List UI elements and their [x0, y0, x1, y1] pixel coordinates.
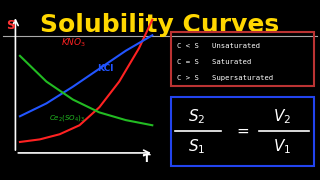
Text: $V_1$: $V_1$ — [273, 137, 291, 156]
Text: $Ce_2(SO_4)_3$: $Ce_2(SO_4)_3$ — [49, 113, 84, 123]
Text: $KNO_3$: $KNO_3$ — [60, 37, 86, 49]
Text: C > S   Supersaturated: C > S Supersaturated — [177, 75, 273, 81]
Text: C = S   Saturated: C = S Saturated — [177, 58, 251, 65]
Text: =: = — [236, 124, 249, 139]
Text: T: T — [142, 154, 150, 164]
Text: $S_1$: $S_1$ — [188, 137, 205, 156]
Text: C < S   Unsaturated: C < S Unsaturated — [177, 43, 260, 49]
Text: S: S — [6, 19, 15, 32]
Text: KCl: KCl — [97, 64, 113, 73]
Text: Solubility Curves: Solubility Curves — [40, 13, 280, 37]
Text: $S_2$: $S_2$ — [188, 107, 205, 126]
Text: $V_2$: $V_2$ — [273, 107, 291, 126]
